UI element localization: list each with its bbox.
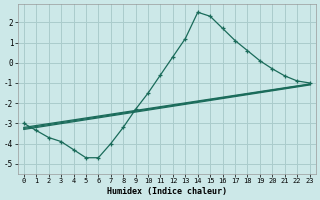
X-axis label: Humidex (Indice chaleur): Humidex (Indice chaleur) [107, 187, 227, 196]
